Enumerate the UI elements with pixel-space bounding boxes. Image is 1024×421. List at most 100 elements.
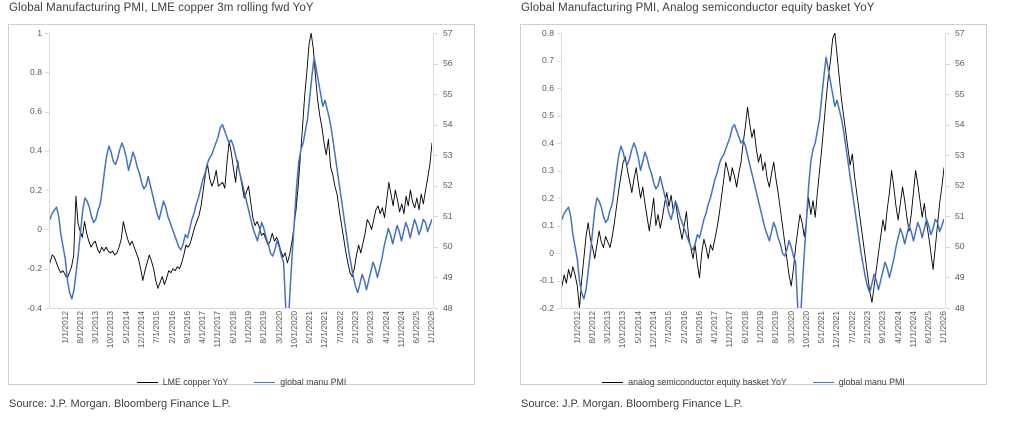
x-axis-tick-label: 5/1/2021: [304, 311, 315, 344]
x-axis-tick-label: 4/1/2017: [709, 311, 720, 344]
secondary-y-axis-tick-label: 54: [443, 119, 453, 130]
legend-label: analog semiconductor equity basket YoY: [628, 377, 787, 387]
right-value-axis: 57 56 55 54 53 52 51 50 49 48: [436, 28, 472, 311]
y-axis-tick-label: 0.2: [30, 184, 42, 195]
secondary-y-axis-tick: [946, 155, 950, 157]
secondary-y-axis-tick-label: 56: [955, 58, 965, 69]
y-axis-tick: [557, 60, 561, 62]
x-axis-tick-label: 6/1/2018: [739, 311, 750, 344]
secondary-y-axis-tick: [434, 124, 438, 126]
x-axis-tick-label: 1/1/2026: [426, 311, 437, 344]
secondary-y-axis-tick: [946, 124, 950, 126]
x-axis-tick-label: 1/1/2019: [755, 311, 765, 344]
secondary-y-axis-tick-label: 49: [955, 271, 965, 282]
secondary-y-axis-tick-label: 52: [955, 180, 965, 191]
y-axis-tick: [557, 253, 561, 254]
series-line: [562, 33, 944, 308]
secondary-y-axis-tick-label: 55: [955, 88, 965, 99]
x-axis-tick-label: 8/1/2012: [74, 311, 85, 344]
chart-container: 1 0.8 0.6 0.4 0.2 0 -0.2 -0.4 57 56 55 54 53 52 51 50 4…: [8, 24, 475, 387]
plot-area: [50, 33, 432, 308]
y-axis-tick: [45, 33, 49, 34]
series-line: [562, 56, 944, 308]
x-axis-tick-label: 11/1/2017: [212, 311, 223, 348]
secondary-y-axis-tick-label: 52: [443, 180, 453, 191]
x-axis-tick-label: 12/1/2014: [136, 311, 147, 349]
x-axis-tick-label: 4/1/2017: [197, 311, 208, 344]
source-note: Source: J.P. Morgan. Bloomberg Finance L…: [9, 398, 231, 410]
y-axis-tick-label: 0.1: [542, 220, 554, 230]
y-axis-tick: [557, 308, 561, 309]
y-axis-tick: [45, 268, 49, 270]
secondary-y-axis-tick: [946, 308, 950, 309]
x-axis-tick-label: 10/1/2020: [800, 311, 811, 349]
x-axis-tick-label: 12/1/2014: [648, 311, 659, 349]
legend-item[interactable]: global manu PMI: [812, 377, 905, 387]
y-axis-tick: [557, 198, 561, 199]
x-axis-tick-label: 3/1/2013: [90, 311, 101, 344]
x-axis-tick-label: 2/1/2023: [861, 311, 872, 344]
x-axis-tick-label: 1/1/2012: [59, 311, 70, 344]
legend-item[interactable]: analog semiconductor equity basket YoY: [602, 377, 787, 387]
source-note: Source: J.P. Morgan. Bloomberg Finance L…: [521, 398, 743, 410]
left-axis-line: [45, 33, 50, 309]
y-axis-tick-label: 0.2: [542, 192, 554, 203]
x-axis-tick-label: 10/1/2013: [105, 311, 116, 349]
legend-line-icon: [602, 381, 624, 383]
left-value-axis: 1 0.8 0.6 0.4 0.2 0 -0.2 -0.4: [11, 28, 47, 311]
secondary-y-axis-tick-label: 54: [955, 119, 965, 130]
x-axis-tick-label: 2/1/2023: [349, 311, 360, 344]
x-axis-tick-label: 8/1/2019: [258, 311, 269, 344]
x-axis-tick-label: 9/1/2016: [181, 311, 192, 344]
x-axis-tick-label: 6/1/2025: [923, 311, 934, 344]
legend-label: LME copper YoY: [162, 377, 229, 387]
secondary-y-axis-tick-label: 48: [955, 302, 965, 313]
y-axis-tick-label: 0.8: [30, 66, 42, 77]
x-axis-tick-label: 4/1/2024: [380, 311, 391, 344]
panel-copper: Global Manufacturing PMI, LME copper 3m …: [8, 2, 475, 410]
right-value-axis: 57 56 55 54 53 52 51 50 49 48: [948, 28, 984, 311]
category-axis-line: [50, 308, 433, 309]
y-axis-tick: [557, 143, 561, 144]
x-axis-tick-label: 9/1/2016: [693, 311, 704, 344]
y-axis-tick-label: 0: [37, 223, 42, 234]
x-axis-tick-label: 9/1/2023: [877, 311, 888, 344]
x-axis-tick-label: 5/1/2014: [120, 311, 131, 344]
secondary-y-axis-tick-label: 51: [443, 210, 453, 221]
legend-item[interactable]: LME copper YoY: [136, 377, 229, 387]
y-axis-tick-label: -0.2: [27, 263, 42, 274]
x-axis-tick-label: 1/1/2012: [571, 311, 582, 344]
y-axis-tick-label: 0.6: [30, 106, 42, 117]
x-axis-tick-label: 10/1/2020: [288, 311, 299, 349]
secondary-y-axis-tick: [946, 277, 950, 279]
left-value-axis: 0.8 0.7 0.6 0.5 0.4 0.3 0.2 0.1 0 -0.1 -0.2: [523, 28, 559, 311]
x-axis-tick-label: 11/1/2024: [907, 311, 918, 348]
legend-line-icon: [136, 381, 158, 383]
secondary-y-axis-tick: [946, 246, 950, 248]
y-axis-tick-label: 0.4: [542, 137, 554, 148]
x-axis-tick-label: 8/1/2012: [586, 311, 597, 344]
x-axis-tick-label: 7/1/2015: [663, 311, 674, 344]
y-axis-tick: [557, 33, 561, 34]
y-axis-tick-label: 0.6: [542, 82, 554, 93]
secondary-y-axis-tick: [434, 277, 438, 279]
legend-line-icon: [812, 381, 834, 383]
y-axis-tick-label: 0.7: [542, 55, 554, 65]
x-axis-tick-label: 1/1/2019: [243, 311, 253, 344]
secondary-y-axis-tick-label: 56: [443, 58, 453, 69]
secondary-y-axis-tick-label: 53: [955, 149, 965, 160]
series-line: [50, 33, 432, 289]
right-axis-line: [433, 33, 438, 309]
x-axis-tick-label: 1/1/2026: [938, 311, 949, 344]
x-axis-labels: 1/1/2012 8/1/2012 3/1/2013 10/1/2013 5/1/201…: [50, 311, 437, 373]
secondary-y-axis-tick: [434, 155, 438, 157]
secondary-y-axis-tick: [434, 308, 438, 309]
category-axis-line: [562, 308, 945, 309]
secondary-y-axis-tick-label: 51: [955, 210, 965, 221]
x-axis-tick-label: 12/1/2021: [831, 311, 842, 349]
y-axis-tick-label: 0.8: [542, 27, 554, 38]
legend-item[interactable]: global manu PMI: [254, 377, 346, 387]
chart-legend: analog semiconductor equity basket YoY gl…: [521, 377, 986, 387]
chart-container: 0.8 0.7 0.6 0.5 0.4 0.3 0.2 0.1 0 -0.1 -0.2 57 56 55…: [520, 24, 987, 387]
